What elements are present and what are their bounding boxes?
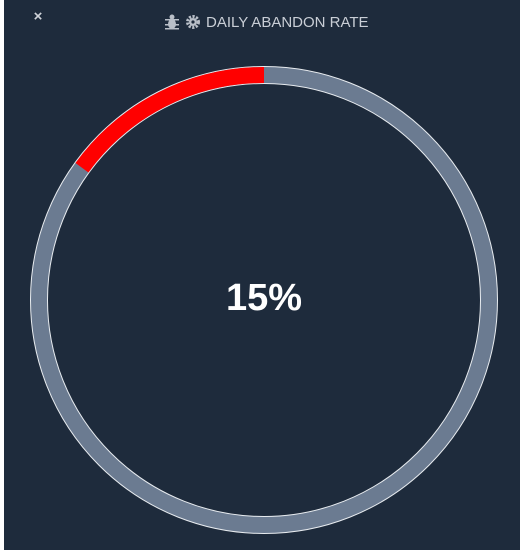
- gauge-value: 15%: [226, 277, 302, 319]
- gear-icon: [186, 15, 200, 29]
- close-button[interactable]: ×: [34, 8, 43, 25]
- bug-icon: [165, 14, 179, 30]
- widget-title: DAILY ABANDON RATE: [206, 14, 369, 31]
- gauge-arc: [75, 67, 265, 173]
